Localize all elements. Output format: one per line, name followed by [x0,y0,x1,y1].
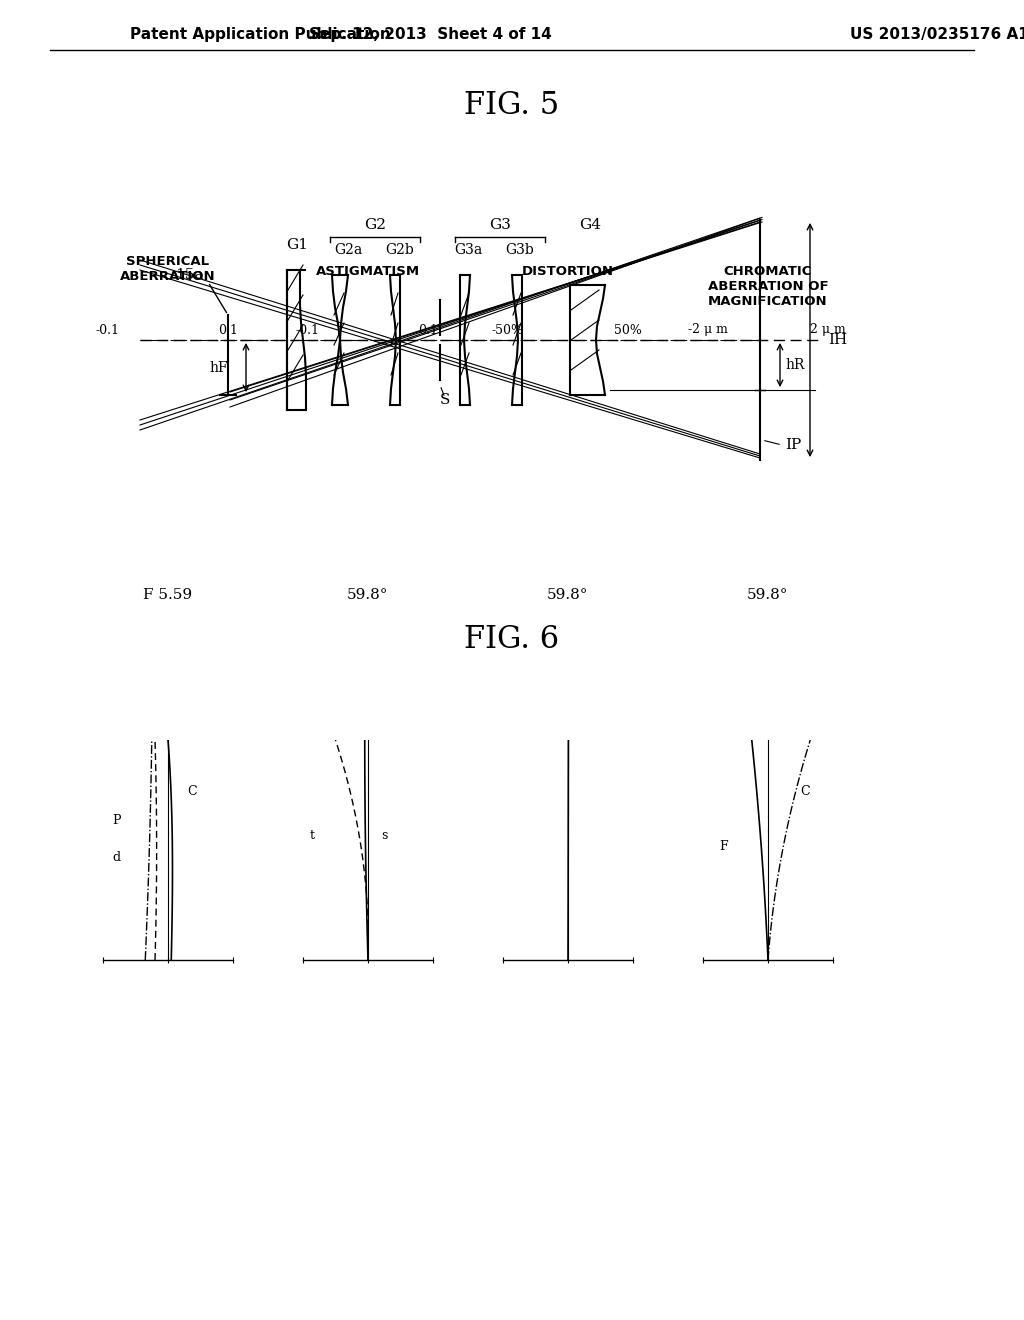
Text: G2b: G2b [386,243,415,257]
Text: 0.1: 0.1 [418,323,438,337]
Text: -50%: -50% [492,323,524,337]
Text: IH: IH [828,333,847,347]
Text: -0.1: -0.1 [96,323,120,337]
Text: G2a: G2a [334,243,362,257]
Text: C: C [801,785,810,799]
Text: G3a: G3a [454,243,482,257]
Text: SPHERICAL
ABERRATION: SPHERICAL ABERRATION [120,255,216,282]
Text: 59.8°: 59.8° [347,587,389,602]
Text: 50%: 50% [614,323,642,337]
Text: 2 μ m: 2 μ m [810,323,846,337]
Text: F: F [719,840,728,853]
Text: 15a: 15a [175,268,204,282]
Text: 0.1: 0.1 [218,323,238,337]
Text: G2: G2 [364,218,386,232]
Text: s: s [381,829,387,842]
Text: P: P [113,813,121,826]
Text: C: C [187,785,198,799]
Text: Sep. 12, 2013  Sheet 4 of 14: Sep. 12, 2013 Sheet 4 of 14 [308,28,551,42]
Text: -2 μ m: -2 μ m [688,323,728,337]
Text: hF: hF [209,360,228,375]
Text: 59.8°: 59.8° [547,587,589,602]
Text: G3: G3 [489,218,511,232]
Text: IP: IP [785,438,801,451]
Text: DISTORTION: DISTORTION [522,265,614,279]
Text: FIG. 5: FIG. 5 [464,90,560,120]
Text: F 5.59: F 5.59 [143,587,193,602]
Text: G1: G1 [286,238,308,252]
Text: S: S [440,393,451,407]
Text: CHROMATIC
ABERRATION OF
MAGNIFICATION: CHROMATIC ABERRATION OF MAGNIFICATION [708,265,828,308]
Text: FIG. 6: FIG. 6 [465,624,559,656]
Text: t: t [309,829,314,842]
Text: 59.8°: 59.8° [748,587,788,602]
Text: G4: G4 [579,218,601,232]
Text: US 2013/0235176 A1: US 2013/0235176 A1 [850,28,1024,42]
Text: -0.1: -0.1 [296,323,319,337]
Text: hR: hR [785,358,805,372]
Text: ASTIGMATISM: ASTIGMATISM [316,265,420,279]
Text: Patent Application Publication: Patent Application Publication [130,28,391,42]
Text: G3b: G3b [506,243,535,257]
Text: d: d [113,851,121,865]
